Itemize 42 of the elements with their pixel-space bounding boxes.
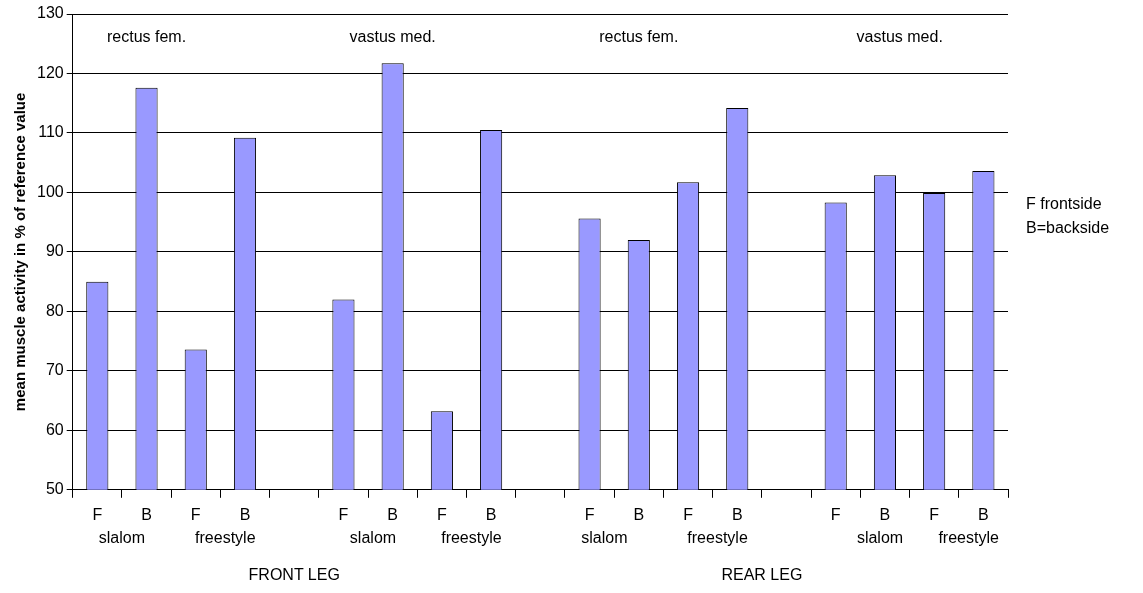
x-tick-label: B [387, 505, 398, 523]
x-tick-label: F [830, 505, 841, 523]
text: slalom [856, 529, 904, 547]
x-tick-label: F [92, 505, 103, 523]
y-tick-label: 130 [36, 4, 64, 22]
y-tick-label: 60 [45, 420, 64, 438]
text: FRONT LEG [248, 566, 340, 584]
text: REAR LEG [721, 566, 803, 584]
annotation: rectus fem. [599, 28, 679, 46]
x-tick-label: F [437, 505, 447, 523]
text: slalom [349, 529, 397, 547]
text: B=backside [1026, 218, 1110, 236]
text: slalom [98, 529, 146, 547]
x-tick-label: F [338, 505, 349, 523]
y-axis-title: mean muscle activity in % of reference value [11, 92, 29, 412]
y-tick-label: 50 [45, 480, 64, 498]
x-tick-label: B [978, 505, 989, 523]
text: freestyle [441, 529, 502, 547]
y-tick-label: 120 [36, 63, 64, 81]
text: slalom [581, 529, 628, 547]
text: F frontside [1026, 194, 1102, 212]
x-tick-label: B [239, 505, 251, 523]
annotation: vastus med. [349, 28, 436, 46]
x-tick-label: F [190, 505, 201, 523]
x-tick-label: F [929, 505, 940, 523]
x-tick-label: B [879, 505, 891, 523]
x-tick-label: F [584, 505, 595, 523]
annotation: vastus med. [856, 28, 943, 46]
y-tick-label: 70 [45, 361, 64, 379]
x-tick-label: B [633, 505, 645, 523]
annotation: rectus fem. [106, 28, 187, 46]
text: freestyle [687, 529, 748, 547]
text: freestyle [938, 529, 999, 547]
y-tick-label: 80 [45, 301, 64, 319]
y-tick-label: 110 [38, 123, 64, 141]
x-tick-label: B [731, 505, 743, 523]
y-tick-label: 100 [36, 182, 64, 200]
x-tick-label: B [485, 505, 497, 523]
text: freestyle [195, 529, 256, 547]
x-tick-label: B [141, 505, 152, 523]
y-tick-label: 90 [45, 242, 64, 260]
x-tick-label: F [683, 505, 694, 523]
